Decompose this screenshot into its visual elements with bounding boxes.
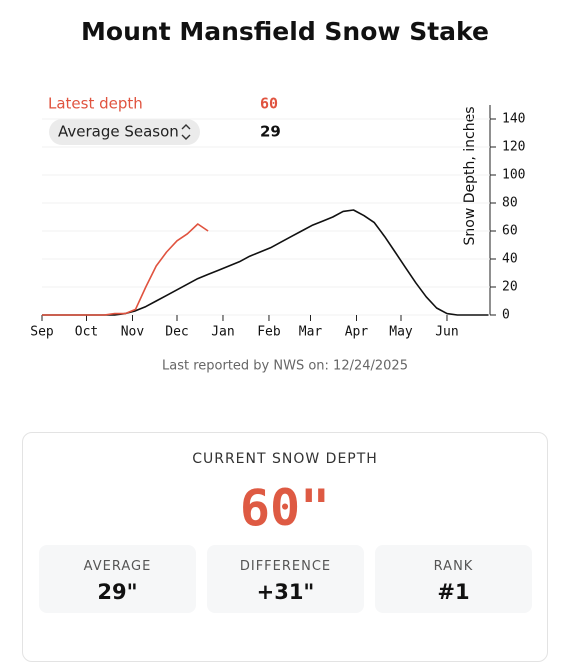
chart: Mount Mansfield Snow Stake Latest depth … [30,17,525,374]
stat-box: DIFFERENCE +31" [207,545,364,613]
stat-value: +31" [256,580,315,604]
legend-average-value: 29 [260,123,281,141]
legend-latest: Latest depth [48,95,143,113]
legend-average[interactable]: Average Season [58,123,179,141]
season-dropdown[interactable] [49,119,200,145]
x-tick-label: May [389,325,413,340]
y-tick-label: 60 [502,224,518,239]
report-note: Last reported by NWS on: 12/24/2025 [162,359,408,374]
y-tick-label: 100 [502,168,525,183]
y-tick-label: 80 [502,196,518,211]
stat-box: RANK #1 [375,545,532,613]
y-axis-label: Snow Depth, inches [462,106,478,245]
stat-value: 29" [97,580,138,604]
depth-card: CURRENT SNOW DEPTH 60" AVERAGE 29" DIFFE… [22,432,548,662]
y-tick-label: 0 [502,308,510,323]
x-tick-label: Nov [121,325,145,340]
series-line [42,223,209,316]
stat-label: DIFFERENCE [239,559,332,574]
x-tick-label: Oct [75,325,98,340]
y-tick-label: 140 [502,112,525,127]
y-tick-label: 40 [502,252,518,267]
stat-value: #1 [437,580,470,604]
stat-label: AVERAGE [83,559,152,574]
stat-box: AVERAGE 29" [39,545,196,613]
card-value: 60" [239,479,331,537]
y-tick-label: 120 [502,140,525,155]
x-tick-label: Sep [30,325,54,340]
chart-title: Mount Mansfield Snow Stake [81,17,489,46]
dropdown-icon[interactable] [181,124,191,140]
x-tick-label: Dec [165,325,188,340]
series-line [42,209,489,316]
stat-label: RANK [433,559,474,574]
x-tick-label: Feb [257,325,281,340]
x-tick-label: Jun [435,325,458,340]
page: Mount Mansfield Snow Stake Latest depth … [22,17,548,662]
x-tick-label: Apr [345,325,369,340]
card-title: CURRENT SNOW DEPTH [192,451,378,467]
x-tick-label: Mar [299,325,323,340]
x-tick-label: Jan [211,325,234,340]
legend-latest-value: 60 [260,95,278,113]
y-tick-label: 20 [502,280,518,295]
